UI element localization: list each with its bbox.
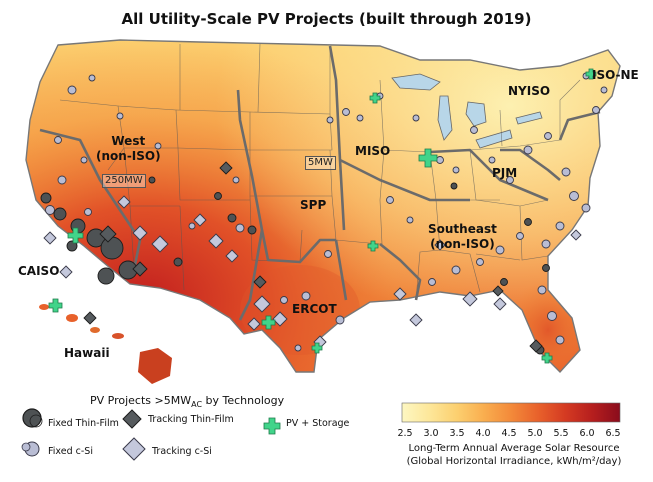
pv-storage-icon [263,417,281,435]
region-label-nyiso: NYISO [508,84,551,98]
size-tag-5mw: 5MW [305,156,336,170]
fixed-thin-film-icon [22,408,42,428]
colorbar-tick: 6.0 [579,428,595,439]
hawaii-islands [39,304,172,384]
tracking-c-si-icon [122,437,146,461]
legend-fixed-c-si: Fixed c-Si [48,446,93,457]
region-label-spp: SPP [300,198,327,212]
colorbar-tick: 6.5 [605,428,621,439]
region-label-southeast: Southeast (non-ISO) [428,222,497,251]
map-title: All Utility-Scale PV Projects (built thr… [121,10,532,28]
legend-tracking-thin-film: Tracking Thin-Film [148,414,234,425]
size-tag-250mw: 250MW [102,174,146,188]
region-label-caiso: CAISO [18,264,60,278]
legend-title: PV Projects >5MWAC by Technology [90,394,285,410]
region-label-miso: MISO [355,144,391,158]
region-label-hawaii: Hawaii [64,346,110,360]
region-label-pjm: PJM [492,166,518,180]
colorbar-tick: 3.0 [423,428,439,439]
tracking-thin-film-icon [122,409,142,429]
colorbar [401,402,621,423]
region-label-west: West (non-ISO) [96,134,161,163]
colorbar-tick: 5.5 [553,428,569,439]
colorbar-label-line1: Long-Term Annual Average Solar Resource [408,443,620,454]
pv-project-markers [40,68,608,364]
colorbar-tick: 3.5 [449,428,465,439]
colorbar-tick: 4.0 [475,428,491,439]
legend-tracking-c-si: Tracking c-Si [152,446,212,457]
colorbar-tick: 5.0 [527,428,543,439]
colorbar-label-line2: (Global Horizontal Irradiance, kWh/m²/da… [406,456,622,467]
region-label-ercot: ERCOT [292,302,337,316]
region-label-isone: ISO-NE [592,68,639,82]
legend-fixed-thin-film: Fixed Thin-Film [48,418,119,429]
colorbar-tick: 4.5 [501,428,517,439]
legend-pv-storage: PV + Storage [286,418,350,429]
colorbar-tick: 2.5 [397,428,413,439]
legend-icons [21,408,281,461]
